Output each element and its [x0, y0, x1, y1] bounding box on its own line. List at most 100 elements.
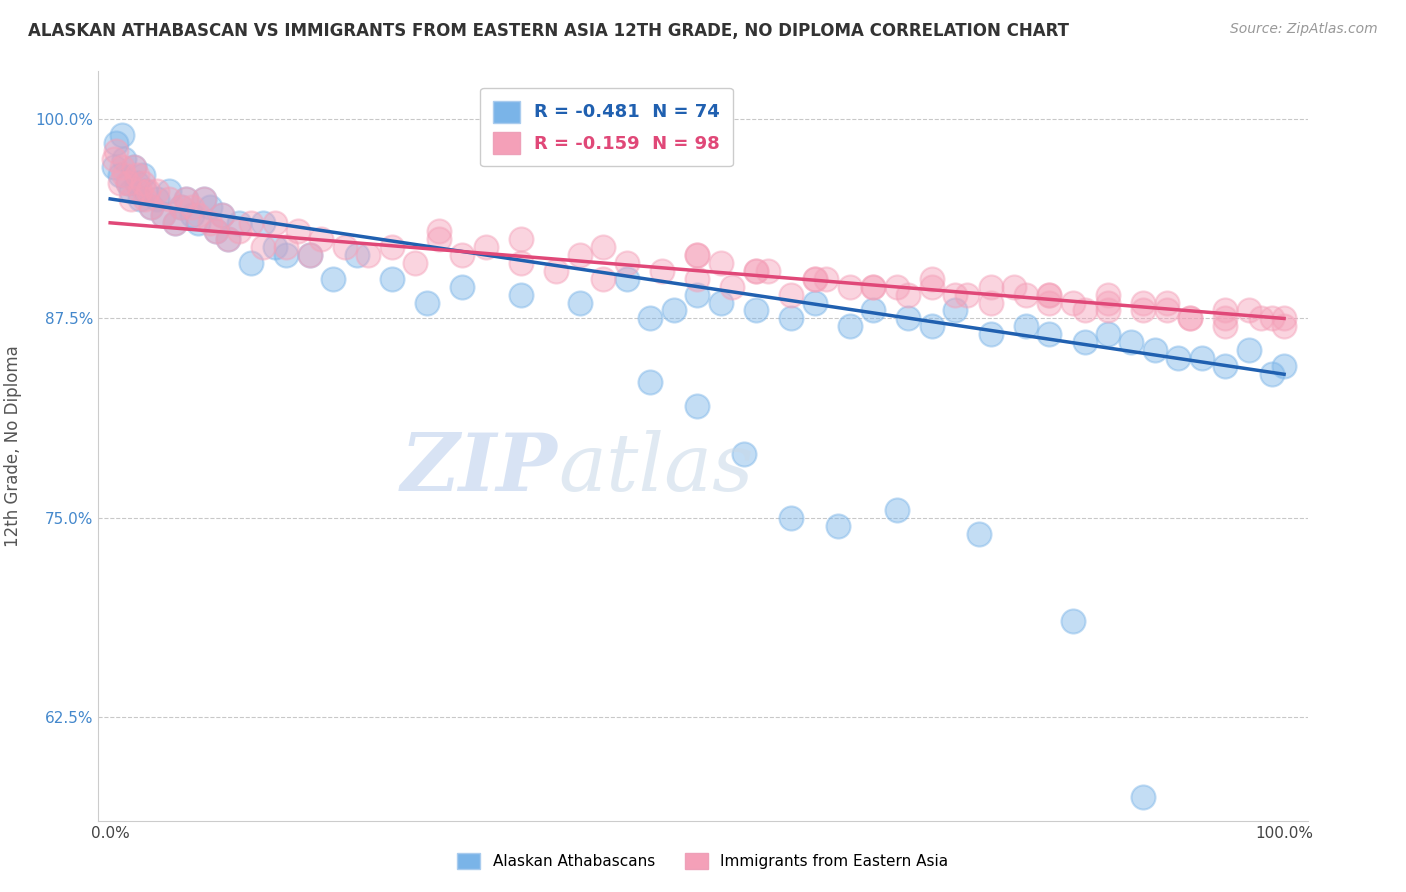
Point — [416, 295, 439, 310]
Point — [152, 208, 174, 222]
Point — [897, 287, 920, 301]
Point — [897, 311, 920, 326]
Point — [103, 160, 125, 174]
Point — [276, 240, 298, 254]
Point — [108, 168, 131, 182]
Point — [381, 271, 404, 285]
Point — [287, 224, 309, 238]
Point — [1097, 287, 1119, 301]
Point — [217, 232, 239, 246]
Point — [1038, 287, 1060, 301]
Point — [1015, 287, 1038, 301]
Point — [134, 184, 156, 198]
Point — [1261, 311, 1284, 326]
Point — [120, 192, 142, 206]
Point — [862, 279, 884, 293]
Point — [1237, 303, 1260, 318]
Point — [146, 192, 169, 206]
Point — [592, 271, 614, 285]
Point — [122, 160, 145, 174]
Point — [298, 248, 321, 262]
Point — [1097, 327, 1119, 342]
Point — [1073, 303, 1095, 318]
Point — [176, 192, 198, 206]
Point — [103, 152, 125, 166]
Point — [886, 279, 908, 293]
Point — [181, 208, 204, 222]
Point — [780, 510, 803, 524]
Point — [193, 192, 215, 206]
Point — [134, 192, 156, 206]
Point — [1038, 327, 1060, 342]
Point — [163, 216, 186, 230]
Point — [686, 248, 709, 262]
Point — [945, 287, 967, 301]
Point — [980, 327, 1002, 342]
Point — [1132, 303, 1154, 318]
Point — [263, 240, 285, 254]
Point — [132, 176, 155, 190]
Point — [187, 208, 209, 222]
Point — [616, 255, 638, 269]
Text: Source: ZipAtlas.com: Source: ZipAtlas.com — [1230, 22, 1378, 37]
Point — [263, 216, 285, 230]
Point — [780, 311, 803, 326]
Point — [568, 295, 591, 310]
Point — [803, 271, 825, 285]
Point — [276, 248, 298, 262]
Point — [568, 248, 591, 262]
Point — [686, 271, 709, 285]
Point — [921, 279, 943, 293]
Text: ZIP: ZIP — [401, 430, 558, 508]
Point — [1191, 351, 1213, 366]
Point — [1272, 311, 1295, 326]
Point — [252, 216, 274, 230]
Point — [240, 255, 263, 269]
Point — [721, 279, 744, 293]
Point — [157, 192, 180, 206]
Point — [169, 200, 191, 214]
Point — [111, 128, 134, 142]
Point — [886, 502, 908, 516]
Point — [1237, 343, 1260, 358]
Point — [169, 200, 191, 214]
Point — [298, 248, 321, 262]
Point — [1180, 311, 1202, 326]
Point — [1167, 351, 1189, 366]
Point — [1215, 303, 1237, 318]
Point — [510, 232, 533, 246]
Point — [838, 279, 860, 293]
Legend: Alaskan Athabascans, Immigrants from Eastern Asia: Alaskan Athabascans, Immigrants from Eas… — [451, 847, 955, 875]
Point — [1261, 368, 1284, 382]
Point — [1143, 343, 1166, 358]
Point — [228, 216, 250, 230]
Point — [838, 319, 860, 334]
Point — [475, 240, 498, 254]
Point — [1272, 319, 1295, 334]
Point — [1215, 359, 1237, 374]
Point — [152, 208, 174, 222]
Point — [136, 184, 159, 198]
Point — [157, 184, 180, 198]
Point — [204, 224, 226, 238]
Point — [211, 208, 233, 222]
Point — [1038, 295, 1060, 310]
Point — [745, 263, 768, 277]
Legend: R = -0.481  N = 74, R = -0.159  N = 98: R = -0.481 N = 74, R = -0.159 N = 98 — [479, 88, 733, 166]
Point — [427, 232, 450, 246]
Point — [510, 287, 533, 301]
Text: ALASKAN ATHABASCAN VS IMMIGRANTS FROM EASTERN ASIA 12TH GRADE, NO DIPLOMA CORREL: ALASKAN ATHABASCAN VS IMMIGRANTS FROM EA… — [28, 22, 1069, 40]
Point — [333, 240, 356, 254]
Point — [651, 263, 673, 277]
Point — [357, 248, 380, 262]
Point — [122, 160, 145, 174]
Point — [686, 248, 709, 262]
Point — [745, 303, 768, 318]
Point — [451, 248, 474, 262]
Point — [1062, 615, 1084, 629]
Point — [127, 176, 149, 190]
Point — [105, 136, 128, 150]
Point — [198, 200, 221, 214]
Point — [980, 279, 1002, 293]
Point — [1215, 319, 1237, 334]
